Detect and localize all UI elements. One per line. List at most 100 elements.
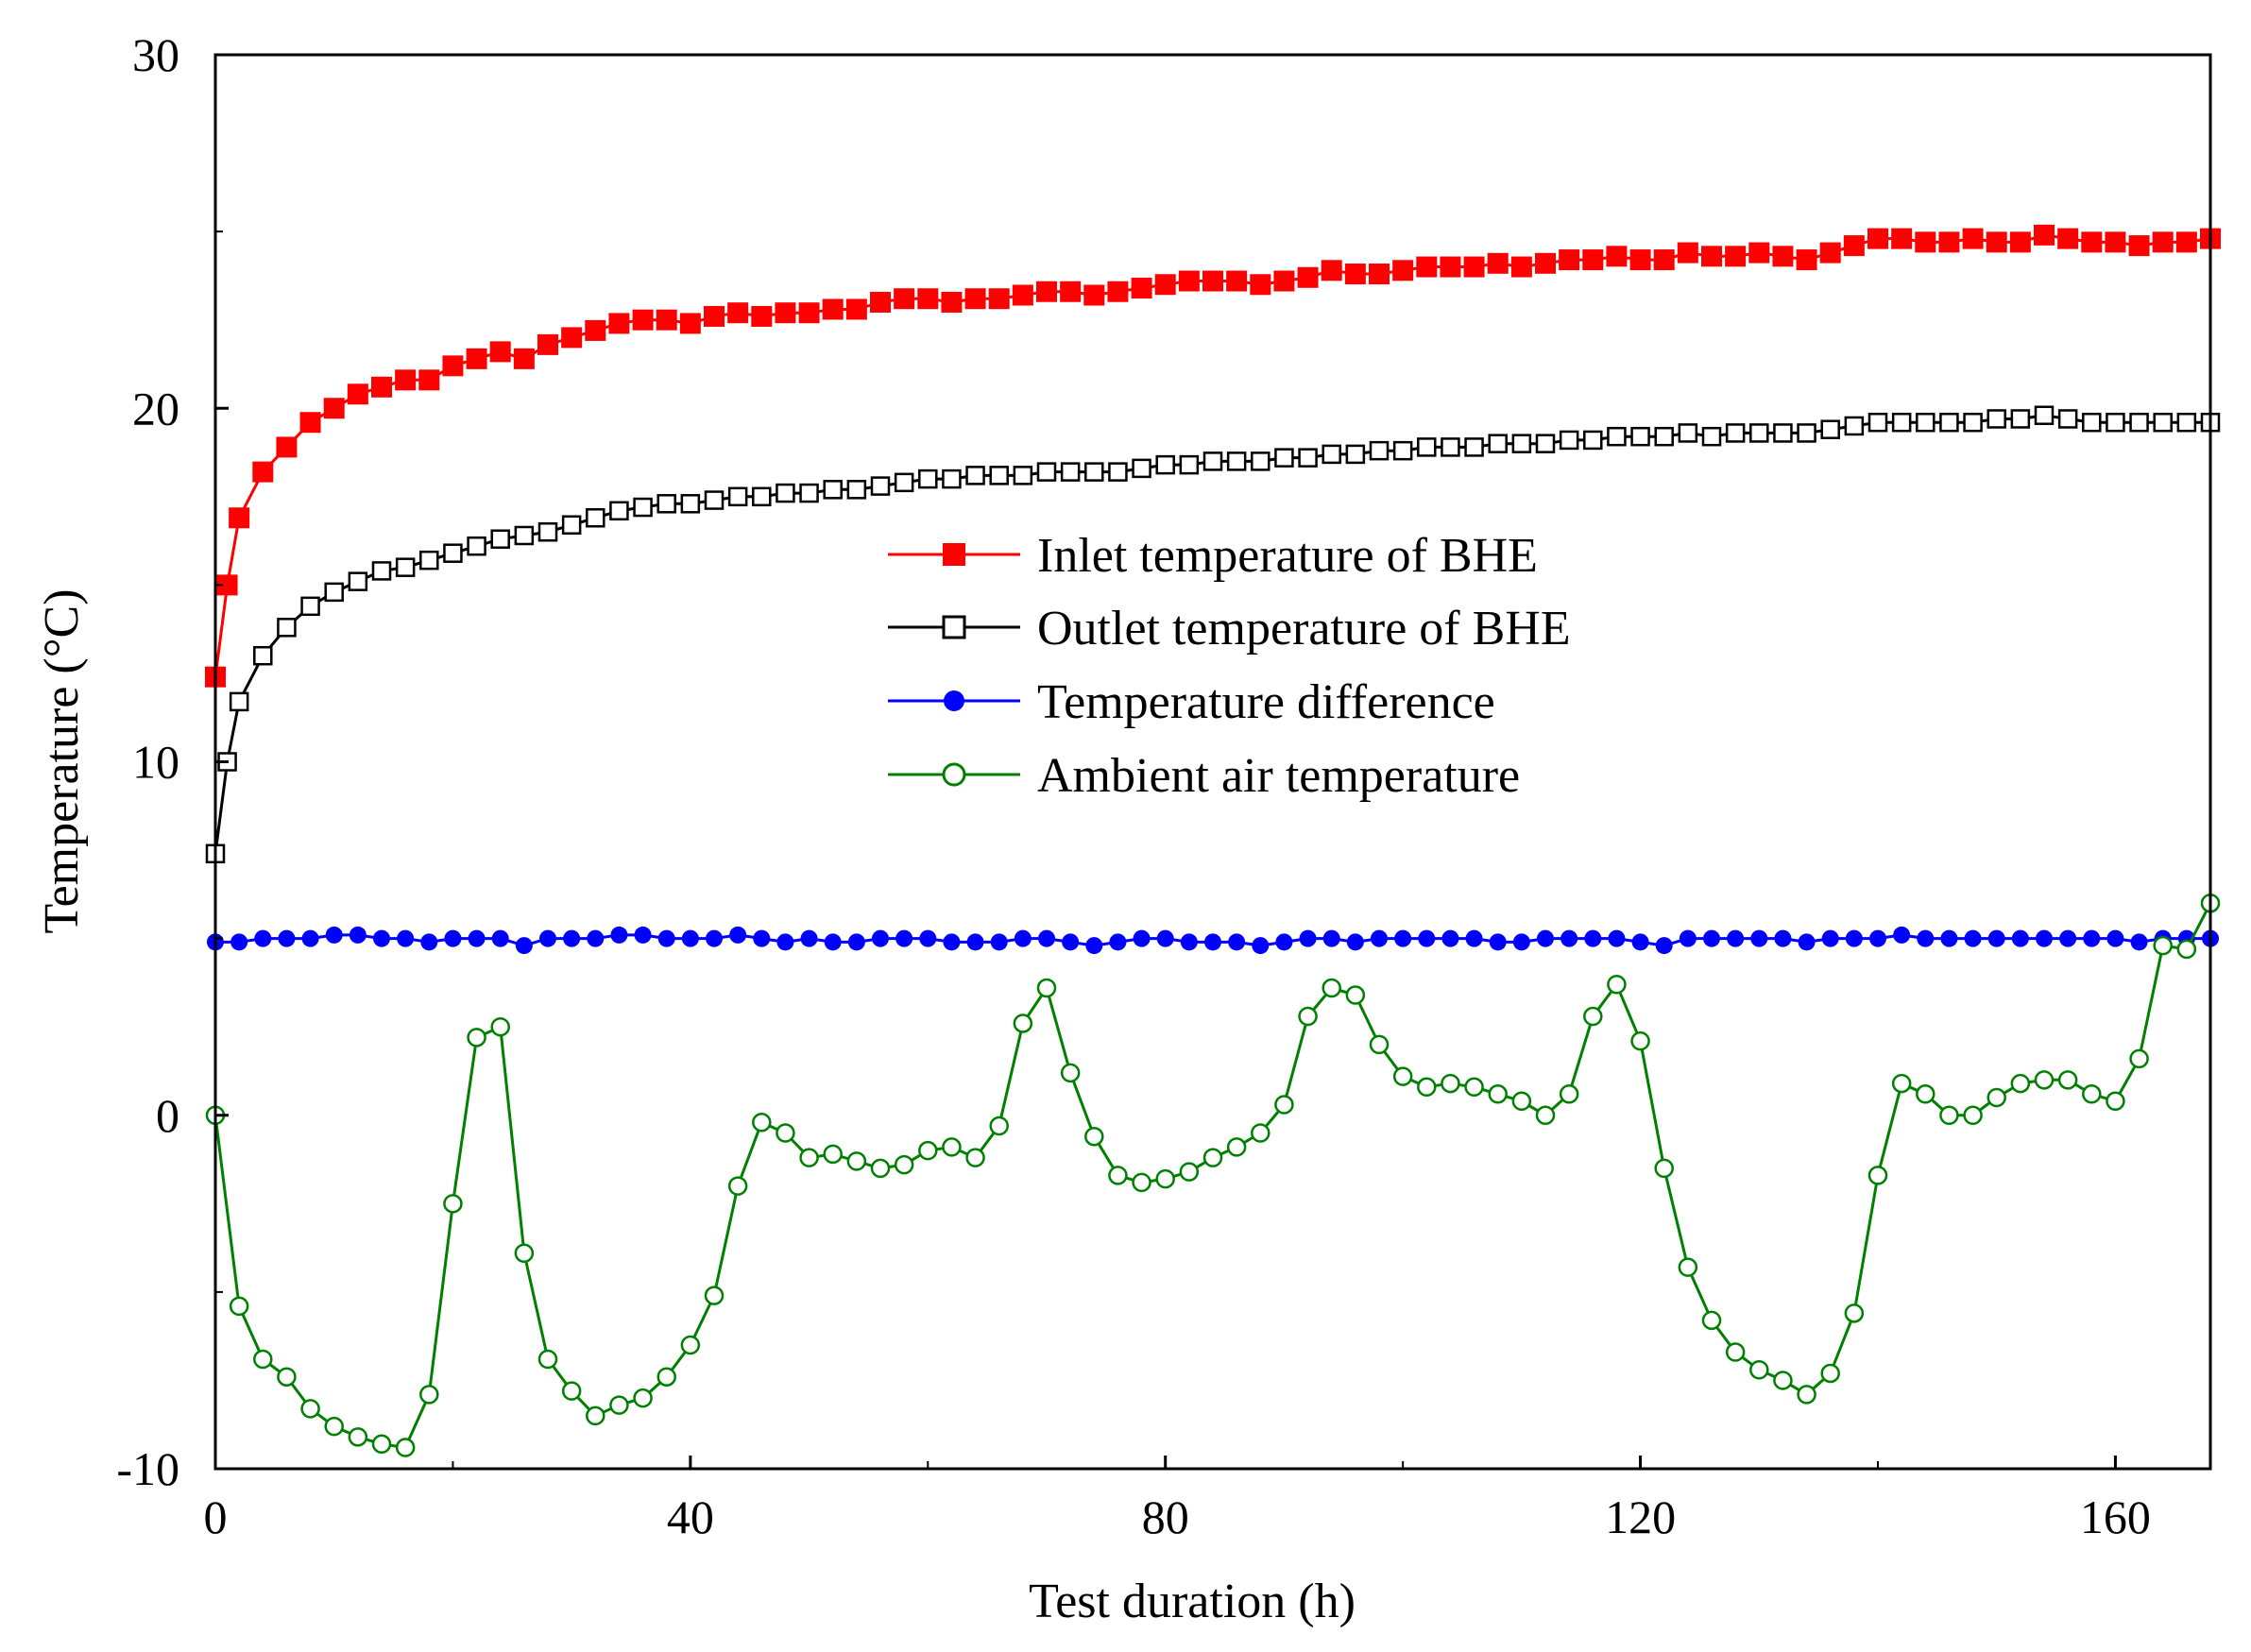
data-point-inlet bbox=[442, 355, 464, 377]
data-point-ambient bbox=[1725, 1342, 1746, 1362]
x-tick-label: 80 bbox=[1142, 1490, 1189, 1543]
data-point-ambient bbox=[371, 1434, 392, 1455]
data-point-outlet bbox=[1226, 451, 1247, 471]
data-point-outlet bbox=[942, 468, 962, 489]
data-point-difference bbox=[2036, 929, 2053, 947]
data-point-ambient bbox=[561, 1381, 582, 1401]
data-point-ambient bbox=[2176, 939, 2197, 960]
data-point-ambient bbox=[229, 1296, 249, 1317]
data-point-outlet bbox=[823, 480, 843, 500]
data-point-difference bbox=[872, 929, 889, 947]
data-point-ambient bbox=[799, 1148, 819, 1167]
legend-marker-outlet bbox=[942, 615, 966, 639]
data-point-outlet bbox=[1891, 412, 1912, 433]
legend-marker-inlet bbox=[943, 543, 965, 566]
data-point-difference bbox=[539, 929, 556, 947]
series-layer bbox=[205, 224, 2221, 1457]
data-point-ambient bbox=[1987, 1087, 2006, 1108]
data-point-difference bbox=[1322, 929, 1340, 947]
data-point-inlet bbox=[1250, 274, 1271, 296]
data-point-difference bbox=[1252, 937, 1270, 955]
data-point-outlet bbox=[1417, 437, 1437, 457]
y-tick-label: 30 bbox=[132, 28, 179, 81]
data-point-inlet bbox=[466, 348, 487, 369]
data-point-outlet bbox=[2082, 412, 2102, 433]
data-point-inlet bbox=[1344, 264, 1366, 285]
data-point-ambient bbox=[1535, 1105, 1556, 1125]
data-point-ambient bbox=[1345, 985, 1366, 1005]
legend-label-difference: Temperature difference bbox=[1037, 675, 1495, 729]
data-point-inlet bbox=[870, 291, 891, 313]
data-point-ambient bbox=[419, 1385, 439, 1405]
data-point-inlet bbox=[1487, 252, 1509, 274]
data-point-ambient bbox=[443, 1194, 463, 1214]
data-point-ambient bbox=[1844, 1303, 1865, 1323]
data-point-outlet bbox=[680, 494, 701, 514]
data-point-outlet bbox=[870, 476, 891, 496]
data-point-difference bbox=[587, 929, 605, 947]
data-point-outlet bbox=[752, 486, 772, 507]
data-point-outlet bbox=[1844, 416, 1865, 436]
data-point-outlet bbox=[1630, 426, 1650, 447]
data-point-inlet bbox=[1748, 242, 1770, 264]
data-point-outlet bbox=[1345, 444, 1366, 465]
data-point-inlet bbox=[1653, 249, 1675, 271]
data-point-outlet bbox=[1084, 462, 1104, 482]
legend-marker-ambient bbox=[942, 762, 966, 787]
data-point-outlet bbox=[277, 618, 297, 638]
data-point-difference bbox=[1418, 929, 1436, 947]
data-point-ambient bbox=[1773, 1371, 1793, 1390]
data-point-difference bbox=[1845, 929, 1863, 947]
data-point-difference bbox=[2059, 929, 2077, 947]
y-tick-label: 10 bbox=[132, 736, 179, 789]
data-point-outlet bbox=[2034, 405, 2055, 425]
data-point-difference bbox=[753, 929, 771, 947]
data-point-difference bbox=[1156, 929, 1174, 947]
data-point-outlet bbox=[2176, 412, 2197, 433]
data-point-ambient bbox=[2034, 1070, 2055, 1090]
data-point-outlet bbox=[1464, 437, 1484, 457]
data-point-inlet bbox=[845, 298, 867, 320]
data-point-inlet bbox=[395, 369, 417, 391]
data-point-ambient bbox=[490, 1016, 510, 1037]
data-point-difference bbox=[1750, 929, 1768, 947]
data-point-inlet bbox=[561, 327, 583, 349]
y-tick-label: -10 bbox=[116, 1442, 179, 1495]
data-point-inlet bbox=[1440, 256, 1461, 278]
data-point-difference bbox=[1109, 933, 1127, 951]
data-point-inlet bbox=[418, 369, 440, 391]
data-point-ambient bbox=[1916, 1084, 1936, 1104]
data-point-outlet bbox=[1202, 451, 1223, 471]
data-point-difference bbox=[515, 937, 533, 955]
data-point-ambient bbox=[1417, 1077, 1437, 1098]
data-point-outlet bbox=[1559, 430, 1579, 451]
legend-item-outlet: Outlet temperature of BHE bbox=[888, 602, 1571, 656]
data-point-inlet bbox=[1178, 270, 1200, 292]
data-point-ambient bbox=[1060, 1063, 1081, 1083]
data-point-outlet bbox=[1820, 419, 1840, 439]
ticks-layer: 0 40 80 120 160 -10 0 10 20 30 bbox=[116, 28, 2151, 1543]
data-point-difference bbox=[491, 929, 509, 947]
data-point-difference bbox=[1679, 929, 1697, 947]
data-point-ambient bbox=[1654, 1158, 1674, 1179]
data-point-difference bbox=[1204, 933, 1221, 951]
data-point-difference bbox=[847, 933, 865, 951]
data-point-difference bbox=[943, 933, 961, 951]
data-point-ambient bbox=[300, 1399, 320, 1419]
data-point-difference bbox=[1299, 929, 1317, 947]
data-point-inlet bbox=[371, 376, 392, 398]
data-point-inlet bbox=[2128, 235, 2150, 257]
data-point-ambient bbox=[1369, 1034, 1390, 1055]
data-point-ambient bbox=[680, 1335, 701, 1355]
data-point-ambient bbox=[2106, 1091, 2125, 1112]
data-point-outlet bbox=[1132, 458, 1151, 479]
data-point-inlet bbox=[276, 436, 298, 458]
data-point-ambient bbox=[633, 1388, 653, 1408]
data-point-outlet bbox=[2153, 412, 2173, 433]
data-point-ambient bbox=[2153, 935, 2173, 956]
legend: Inlet temperature of BHE Outlet temperat… bbox=[888, 529, 1571, 803]
data-point-difference bbox=[2011, 929, 2029, 947]
data-point-outlet bbox=[1369, 440, 1390, 461]
